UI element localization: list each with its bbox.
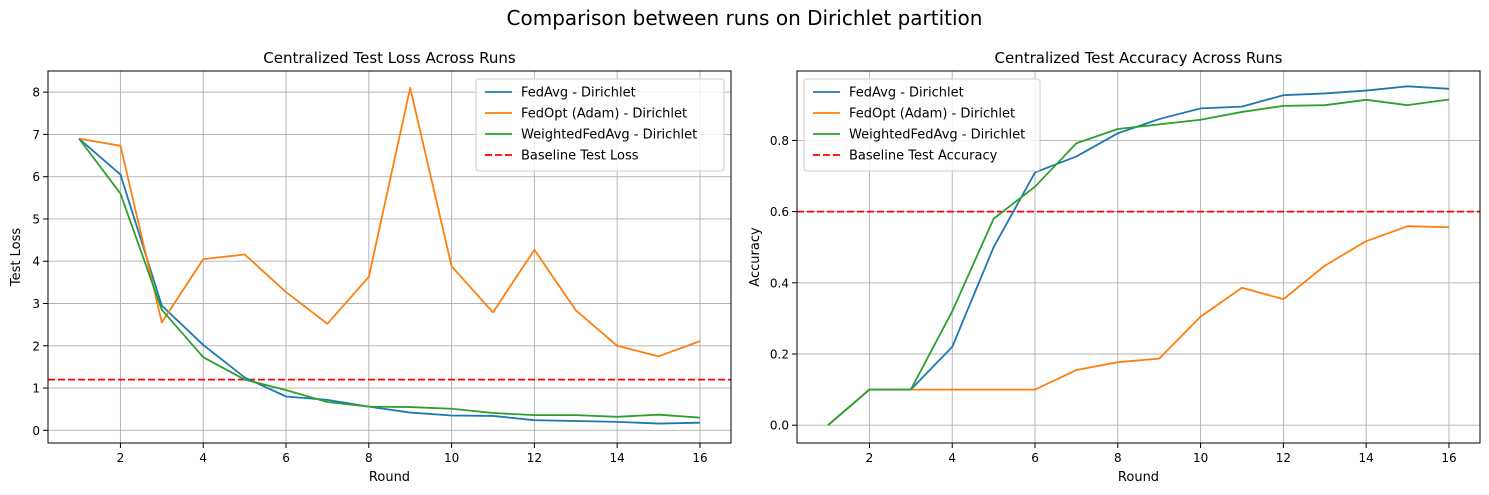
x-tick-label: 8 bbox=[1114, 451, 1122, 465]
x-tick-label: 14 bbox=[610, 451, 625, 465]
x-tick-label: 10 bbox=[444, 451, 459, 465]
y-axis-label: Accuracy bbox=[748, 227, 763, 287]
legend-label: FedAvg - Dirichlet bbox=[521, 86, 636, 101]
y-tick-label: 5 bbox=[32, 212, 40, 226]
y-tick-label: 0.8 bbox=[770, 134, 789, 148]
x-tick-label: 2 bbox=[117, 451, 125, 465]
series-line-3 bbox=[78, 138, 701, 419]
y-tick-label: 6 bbox=[32, 170, 40, 184]
x-tick-label: 14 bbox=[1359, 451, 1374, 465]
x-tick-label: 2 bbox=[866, 451, 874, 465]
legend-label: FedAvg - Dirichlet bbox=[849, 86, 964, 101]
legend-label: Baseline Test Accuracy bbox=[849, 149, 998, 164]
x-tick-label: 16 bbox=[692, 451, 707, 465]
x-tick-label: 12 bbox=[1276, 451, 1291, 465]
legend-label: WeightedFedAvg - Dirichlet bbox=[521, 128, 697, 143]
legend-label: Baseline Test Loss bbox=[521, 149, 639, 164]
legend-label: FedOpt (Adam) - Dirichlet bbox=[521, 107, 687, 122]
axes-frame bbox=[47, 70, 732, 444]
x-tick-label: 6 bbox=[282, 451, 290, 465]
y-axis-label: Test Loss bbox=[9, 228, 24, 287]
chart-title: Centralized Test Loss Across Runs bbox=[263, 49, 516, 67]
y-tick-label: 8 bbox=[32, 86, 40, 100]
series-line-1 bbox=[78, 137, 700, 425]
x-tick-label: 4 bbox=[948, 451, 956, 465]
series-line-3 bbox=[827, 98, 1450, 426]
series-line-2 bbox=[827, 225, 1449, 426]
legend-label: FedOpt (Adam) - Dirichlet bbox=[849, 107, 1015, 122]
y-tick-label: 0.4 bbox=[770, 276, 789, 290]
axes-frame bbox=[796, 70, 1481, 444]
x-axis-label: Round bbox=[1118, 470, 1159, 485]
y-tick-label: 7 bbox=[32, 128, 40, 142]
y-tick-label: 0.2 bbox=[770, 348, 789, 362]
accuracy-chart: Centralized Test Accuracy Across Runs 2 4 6… bbox=[748, 49, 1481, 485]
y-tick-label: 1 bbox=[32, 382, 40, 396]
y-tick-label: 0.6 bbox=[770, 205, 789, 219]
legend-box bbox=[475, 78, 725, 172]
y-tick-label: 2 bbox=[32, 339, 40, 353]
y-tick-label: 0 bbox=[32, 424, 40, 438]
x-tick-label: 12 bbox=[527, 451, 542, 465]
legend-label: WeightedFedAvg - Dirichlet bbox=[849, 128, 1025, 143]
y-tick-label: 4 bbox=[32, 255, 40, 269]
x-tick-label: 8 bbox=[365, 451, 373, 465]
chart-title: Centralized Test Accuracy Across Runs bbox=[995, 49, 1283, 67]
series-line-2 bbox=[78, 87, 701, 358]
legend-box bbox=[803, 78, 1041, 172]
x-axis-label: Round bbox=[369, 470, 410, 485]
x-tick-label: 10 bbox=[1193, 451, 1208, 465]
x-tick-label: 16 bbox=[1441, 451, 1456, 465]
x-tick-label: 4 bbox=[199, 451, 207, 465]
figure-suptitle: Comparison between runs on Dirichlet par… bbox=[507, 6, 983, 30]
y-tick-label: 0.0 bbox=[770, 419, 789, 433]
y-tick-label: 3 bbox=[32, 297, 40, 311]
x-tick-label: 6 bbox=[1031, 451, 1039, 465]
